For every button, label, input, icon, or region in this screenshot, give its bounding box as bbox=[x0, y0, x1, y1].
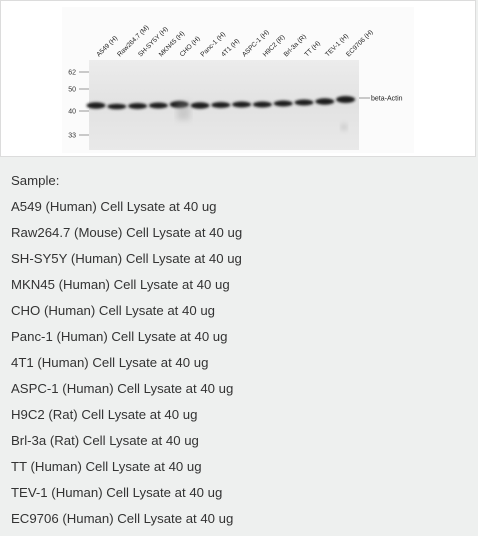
protein-band bbox=[252, 101, 272, 108]
protein-band bbox=[336, 96, 356, 103]
sample-item: TT (Human) Cell Lysate at 40 ug bbox=[11, 459, 202, 474]
sample-heading: Sample: bbox=[11, 173, 60, 188]
protein-band bbox=[190, 102, 210, 109]
marker-label: 33 bbox=[68, 133, 76, 140]
lane-label: EC9706 (H) bbox=[345, 29, 375, 59]
band-label: beta-Actin bbox=[371, 96, 403, 103]
sample-item: Brl-3a (Rat) Cell Lysate at 40 ug bbox=[11, 433, 199, 448]
sample-item: MKN45 (Human) Cell Lysate at 40 ug bbox=[11, 277, 230, 292]
sample-item: H9C2 (Rat) Cell Lysate at 40 ug bbox=[11, 407, 198, 422]
sample-item: EC9706 (Human) Cell Lysate at 40 ug bbox=[11, 511, 234, 526]
protein-band bbox=[232, 101, 252, 108]
sample-item: CHO (Human) Cell Lysate at 40 ug bbox=[11, 303, 216, 318]
bands bbox=[86, 96, 356, 130]
western-blot-figure: A549 (H) Raw264.7 (M) SH-SY5Y (H) MKN45 (H)… bbox=[0, 0, 476, 157]
marker-label: 62 bbox=[68, 70, 76, 77]
protein-band bbox=[294, 99, 314, 106]
sample-item: A549 (Human) Cell Lysate at 40 ug bbox=[11, 199, 217, 214]
lane-label: TT (H) bbox=[303, 40, 321, 58]
blot-image: A549 (H) Raw264.7 (M) SH-SY5Y (H) MKN45 (H)… bbox=[62, 7, 414, 153]
protein-band bbox=[211, 102, 231, 108]
sample-item: 4T1 (Human) Cell Lysate at 40 ug bbox=[11, 355, 209, 370]
band-smear bbox=[177, 102, 190, 120]
sample-list: Sample: A549 (Human) Cell Lysate at 40 u… bbox=[11, 168, 471, 532]
sample-item: ASPC-1 (Human) Cell Lysate at 40 ug bbox=[11, 381, 234, 396]
sample-item: Raw264.7 (Mouse) Cell Lysate at 40 ug bbox=[11, 225, 243, 240]
protein-band bbox=[107, 103, 127, 110]
blot-artifact bbox=[341, 124, 347, 130]
lane-labels: A549 (H)Raw264.7 (M)SH-SY5Y (H)MKN45 (H)… bbox=[95, 24, 374, 58]
protein-band bbox=[273, 100, 293, 107]
marker-label: 50 bbox=[68, 87, 76, 94]
lane-label: A549 (H) bbox=[95, 35, 119, 59]
protein-band bbox=[86, 102, 106, 109]
marker-label: 40 bbox=[68, 109, 76, 116]
protein-band bbox=[315, 98, 335, 105]
lane-label: 4T1 (H) bbox=[220, 38, 241, 59]
protein-band bbox=[148, 102, 168, 109]
sample-item: TEV-1 (Human) Cell Lysate at 40 ug bbox=[11, 485, 223, 500]
sample-item: SH-SY5Y (Human) Cell Lysate at 40 ug bbox=[11, 251, 242, 266]
blot-svg: A549 (H)Raw264.7 (M)SH-SY5Y (H)MKN45 (H)… bbox=[68, 24, 403, 150]
protein-band bbox=[128, 103, 148, 109]
molecular-weight-markers: 62 50 40 33 bbox=[68, 70, 89, 140]
sample-item: Panc-1 (Human) Cell Lysate at 40 ug bbox=[11, 329, 228, 344]
